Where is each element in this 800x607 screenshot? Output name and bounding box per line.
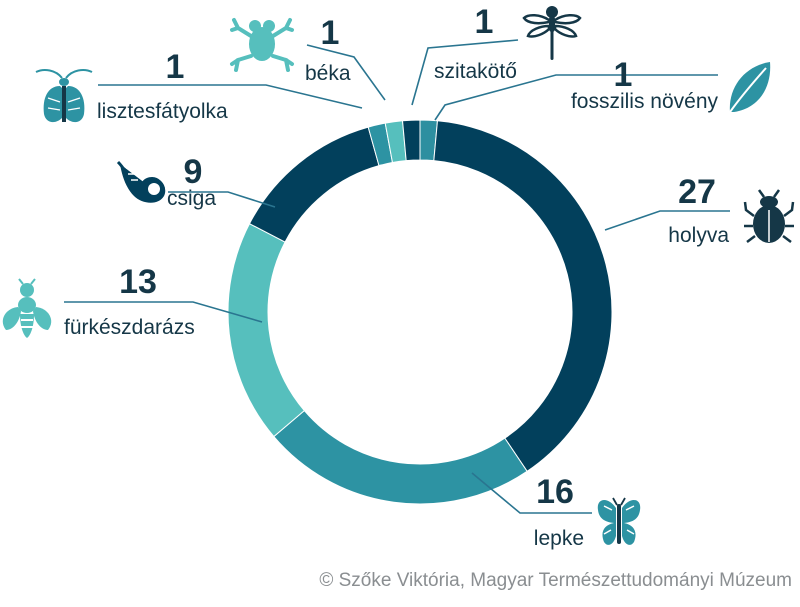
- slice-holyva: [433, 120, 613, 473]
- value-lepke: 16: [536, 473, 574, 511]
- value-fosszilis: 1: [614, 56, 633, 94]
- value-szitakoto: 1: [475, 3, 494, 41]
- credit-text: © Szőke Viktória, Magyar Természettudomá…: [319, 570, 792, 591]
- label-lisztes: lisztesfátyolka: [97, 100, 228, 123]
- frog-icon: [230, 18, 294, 72]
- leader-lepke: [471, 472, 592, 514]
- label-fosszilis: fosszilis növény: [571, 90, 719, 113]
- label-holyva: holyva: [668, 224, 729, 247]
- slice-fürkészdarázs: [227, 222, 306, 438]
- leader-holyva: [604, 210, 730, 231]
- label-szitakoto: szitakötő: [434, 60, 517, 83]
- beetle-icon: [743, 189, 795, 243]
- leader-szitakoto: [411, 39, 519, 106]
- value-holyva: 27: [678, 173, 716, 211]
- leaf-icon: [729, 62, 771, 113]
- slice-csiga: [248, 126, 380, 243]
- value-furkesz: 13: [119, 263, 157, 301]
- leader-beka: [306, 44, 386, 101]
- snail-icon: [116, 160, 166, 203]
- leader-lines: [64, 39, 730, 514]
- lacewing-icon: [35, 69, 93, 123]
- butterfly-icon: [597, 497, 641, 545]
- slice-szitakötő: [401, 119, 421, 162]
- value-beka: 1: [321, 14, 340, 52]
- dragonfly-icon: [522, 6, 582, 60]
- leader-furkesz: [64, 301, 263, 323]
- label-lepke: lepke: [534, 527, 584, 550]
- wasp-icon: [2, 278, 52, 338]
- value-csiga: 9: [184, 153, 203, 191]
- label-beka: béka: [305, 62, 351, 85]
- leader-fosszilis: [434, 74, 718, 121]
- label-furkesz: fürkészdarázs: [64, 316, 195, 339]
- value-lisztes: 1: [166, 48, 185, 86]
- leader-csiga: [168, 191, 276, 208]
- donut-slices: [227, 119, 613, 505]
- label-csiga: csiga: [167, 187, 216, 210]
- leader-lisztes: [98, 84, 363, 109]
- slice-lepke: [273, 409, 528, 505]
